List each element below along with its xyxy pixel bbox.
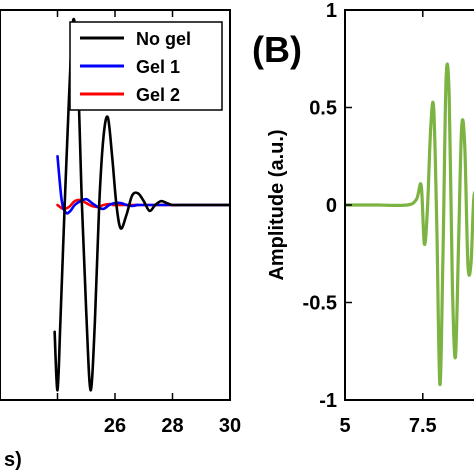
panel-a-x-axis-label: s) <box>4 449 22 471</box>
x-tick-label: 28 <box>161 415 183 437</box>
y-tick-label: -0.5 <box>303 293 337 315</box>
panel-b-y-axis-label: Amplitude (a.u.) <box>266 129 288 280</box>
x-tick-label: 5 <box>339 415 350 437</box>
panel-a: 26 28 30 s) No gel Gel 1 Gel 2 <box>0 9 241 471</box>
legend-label-gel-1: Gel 1 <box>136 57 180 77</box>
panel-b-y-ticks: -1 -0.5 0 0.5 1 <box>303 0 352 412</box>
x-tick-label: 7.5 <box>409 415 437 437</box>
y-tick-label: 0 <box>326 195 337 217</box>
panel-b-x-ticks: 5 7.5 <box>339 10 437 437</box>
series-line-no-gel <box>53 17 230 392</box>
y-tick-label: 0.5 <box>309 98 337 120</box>
panel-b-plot-area <box>345 62 474 387</box>
x-tick-label: 26 <box>104 415 126 437</box>
series-line-gel-2 <box>56 198 230 211</box>
legend-label-no-gel: No gel <box>136 29 191 49</box>
panel-a-plot-area <box>53 17 230 392</box>
series-line-gel-1 <box>56 154 230 215</box>
y-tick-label: 1 <box>326 0 337 22</box>
panel-a-x-ticks: 26 28 30 <box>56 10 241 437</box>
panel-b: (B) 5 7.5 -1-0.500.51 Amplitude (a.u.) <box>252 0 474 437</box>
panel-a-legend: No gel Gel 1 Gel 2 <box>69 21 223 111</box>
y-tick-label: -1 <box>319 390 337 412</box>
x-tick-label: 30 <box>219 415 241 437</box>
legend-label-gel-2: Gel 2 <box>136 85 180 105</box>
panel-b-label: (B) <box>252 29 302 70</box>
series-line-panel-b <box>345 62 474 387</box>
